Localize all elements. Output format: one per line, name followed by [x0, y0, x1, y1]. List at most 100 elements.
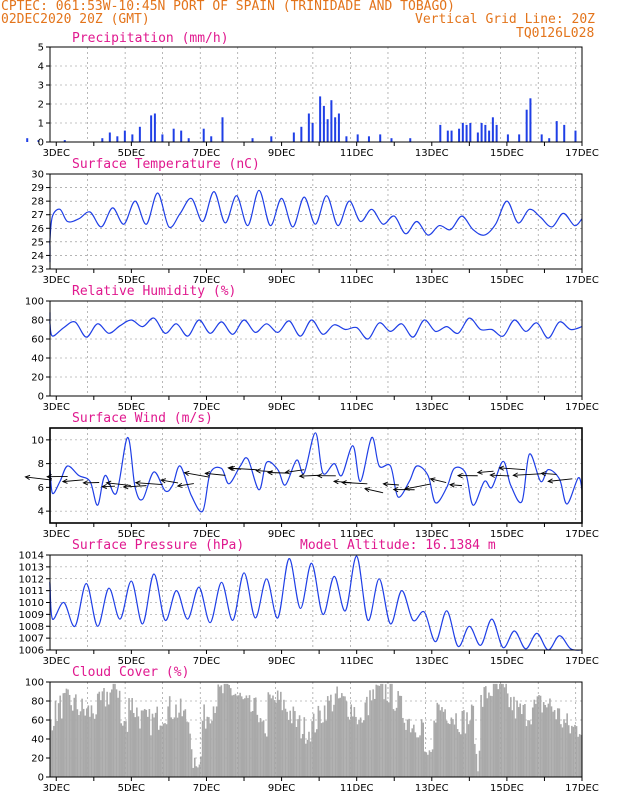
cloud-bar [416, 737, 418, 777]
wind-arrow [489, 472, 510, 478]
wind-arrow [382, 481, 399, 487]
panel-precip [26, 46, 583, 146]
cloud-bar [104, 706, 107, 777]
cloud-bar [506, 693, 509, 777]
cloud-bar [287, 719, 290, 777]
cloud-bar [513, 696, 515, 777]
cloud-bar [510, 697, 512, 777]
cloud-bar [319, 710, 321, 777]
cloud-bar [442, 711, 445, 777]
cloud-bar [62, 693, 65, 777]
y-tick-label: 1014 [19, 551, 44, 562]
cloud-bar [165, 724, 168, 777]
panel-frame [49, 681, 583, 778]
cloud-bar [514, 718, 517, 777]
cloud-bar [261, 721, 263, 777]
cloud-bar [140, 710, 143, 777]
cloud-bar [115, 689, 118, 777]
cloud-bar [139, 728, 141, 777]
model-code: TQ0126L028 [516, 26, 595, 41]
cloud-bar [353, 707, 356, 777]
panel-temp [46, 173, 583, 273]
cloud-bar [431, 749, 434, 777]
cloud-bar [444, 709, 446, 777]
cloud-bar [391, 683, 393, 777]
wind-arrow-head [540, 471, 547, 477]
cloud-bar [125, 721, 127, 777]
cloud-bar [336, 686, 338, 777]
cloud-bar [134, 717, 137, 777]
cloud-bar [172, 719, 174, 777]
cloud-bar [560, 724, 562, 777]
wind-arrow [61, 478, 84, 484]
cloud-bar [486, 698, 489, 777]
wind-arrow-shaft [477, 470, 494, 473]
cloud-bar [276, 690, 279, 777]
cloud-bar [250, 711, 252, 777]
cloud-bar [552, 711, 554, 777]
cloud-bar [225, 683, 227, 777]
cloud-bar [556, 708, 559, 777]
x-tick-label: 9DEC [268, 783, 295, 794]
cloud-bar [400, 695, 403, 777]
precip-bar [345, 136, 348, 142]
x-tick-label: 13DEC [415, 275, 449, 286]
cloud-bar [577, 736, 579, 777]
cloud-bar [469, 720, 471, 777]
panel-title-cloud: Cloud Cover (%) [72, 665, 189, 680]
wind-arrow [340, 480, 368, 486]
cloud-bar [53, 725, 55, 777]
wind-arrow-shaft [513, 473, 541, 476]
x-tick-label: 13DEC [415, 783, 449, 794]
wind-arrow-head [392, 486, 399, 493]
cloud-bar [430, 751, 432, 777]
cloud-bar [362, 720, 365, 777]
y-tick-label: 4 [38, 507, 44, 518]
precip-bar [101, 138, 104, 142]
precip-bar [26, 138, 29, 142]
cloud-bar [193, 757, 196, 777]
precip-bar [37, 140, 40, 142]
cloud-bar [463, 710, 465, 777]
cloud-bar [536, 696, 539, 777]
panel-title-temp: Surface Temperature (nC) [72, 157, 260, 172]
precip-bar [390, 138, 393, 142]
cloud-bar [247, 698, 249, 777]
cloud-bar [331, 711, 334, 777]
cloud-bar [378, 685, 381, 777]
x-tick-label: 15DEC [490, 529, 524, 540]
cloud-bar [491, 696, 493, 777]
cloud-bar [434, 722, 437, 777]
cloud-bar [203, 704, 205, 777]
precip-bar [439, 124, 442, 142]
cloud-bar [311, 721, 313, 777]
cloud-bar [452, 719, 454, 777]
cloud-bar [358, 719, 360, 777]
cloud-bar [303, 717, 306, 777]
wind-arrow-shaft [285, 469, 305, 473]
cloud-bar [112, 683, 115, 777]
cloud-bar [375, 684, 378, 777]
cloud-bar [289, 710, 291, 777]
precip-bar [292, 132, 295, 142]
wind-arrow-head [61, 478, 68, 484]
run-datetime: 02DEC2020 20Z (GMT) [1, 12, 150, 27]
precip-bar [574, 130, 577, 142]
cloud-bar [323, 705, 326, 777]
cloud-bar [364, 702, 367, 777]
wind-arrow-head [298, 473, 305, 479]
cloud-bar [189, 733, 191, 777]
panel-cloud [46, 681, 583, 781]
cloud-bar [231, 695, 234, 777]
y-tick-label: 1012 [19, 574, 44, 585]
cloud-bar [456, 729, 459, 777]
cloud-bar [322, 722, 324, 777]
wind-arrow-shaft [102, 485, 115, 488]
cloud-bar [484, 686, 487, 777]
x-tick-label: 5DEC [118, 402, 145, 413]
wind-arrow-shaft [267, 472, 289, 474]
wind-arrow-head [316, 473, 323, 479]
x-tick-label: 13DEC [415, 529, 449, 540]
precip-bar [138, 126, 141, 142]
cloud-bar [190, 749, 193, 777]
